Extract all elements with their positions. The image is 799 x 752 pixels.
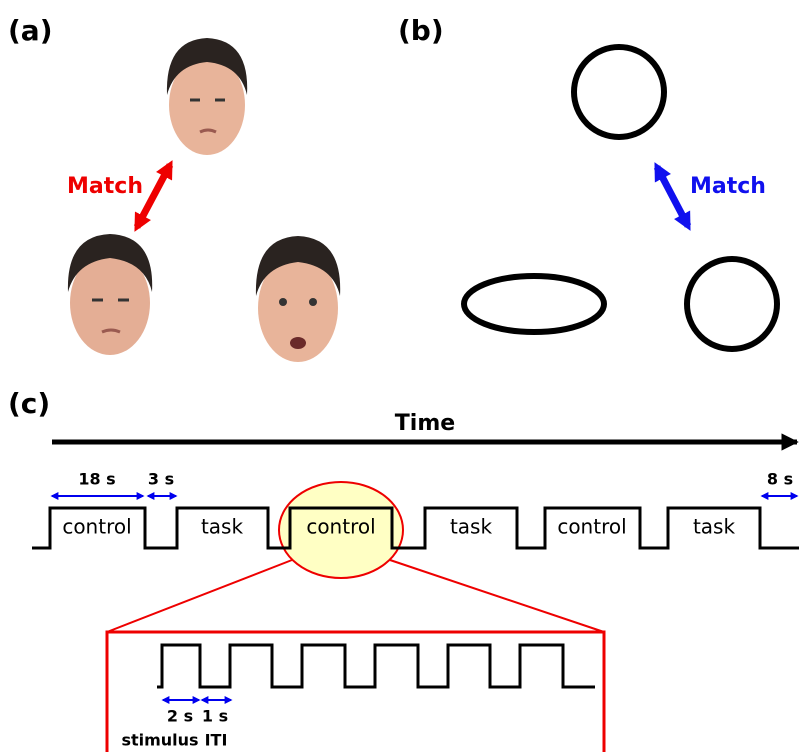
duration-label: 2 s bbox=[167, 707, 193, 726]
circle bbox=[687, 259, 777, 349]
block-label: task bbox=[201, 515, 244, 539]
duration-label: 3 s bbox=[148, 470, 174, 489]
face bbox=[68, 234, 152, 355]
zoom-line bbox=[107, 560, 292, 632]
face bbox=[167, 38, 247, 155]
duration-label: 1 s bbox=[202, 707, 228, 726]
match-label: Match bbox=[690, 174, 766, 199]
block-label: task bbox=[450, 515, 493, 539]
match-label: Match bbox=[67, 174, 143, 199]
trial-waveform bbox=[157, 645, 595, 687]
block-label: control bbox=[306, 515, 375, 539]
zoom-line bbox=[390, 560, 604, 632]
circle bbox=[574, 47, 664, 137]
match-arrow bbox=[657, 167, 688, 226]
panel-label: (c) bbox=[8, 387, 50, 420]
face bbox=[256, 236, 340, 362]
ellipse bbox=[464, 276, 604, 332]
time-label: Time bbox=[395, 411, 455, 436]
block-label: task bbox=[693, 515, 736, 539]
block-label: control bbox=[62, 515, 131, 539]
panel-label: (a) bbox=[8, 14, 53, 47]
panel-label: (b) bbox=[398, 14, 444, 47]
phase-label: stimulus bbox=[121, 731, 198, 750]
duration-label: 8 s bbox=[767, 470, 793, 489]
phase-label: ITI bbox=[205, 731, 228, 750]
duration-label: 18 s bbox=[78, 470, 115, 489]
block-waveform bbox=[32, 508, 799, 548]
figure: (a) (b) (c) Match Match Time control task… bbox=[0, 0, 799, 752]
block-label: control bbox=[557, 515, 626, 539]
